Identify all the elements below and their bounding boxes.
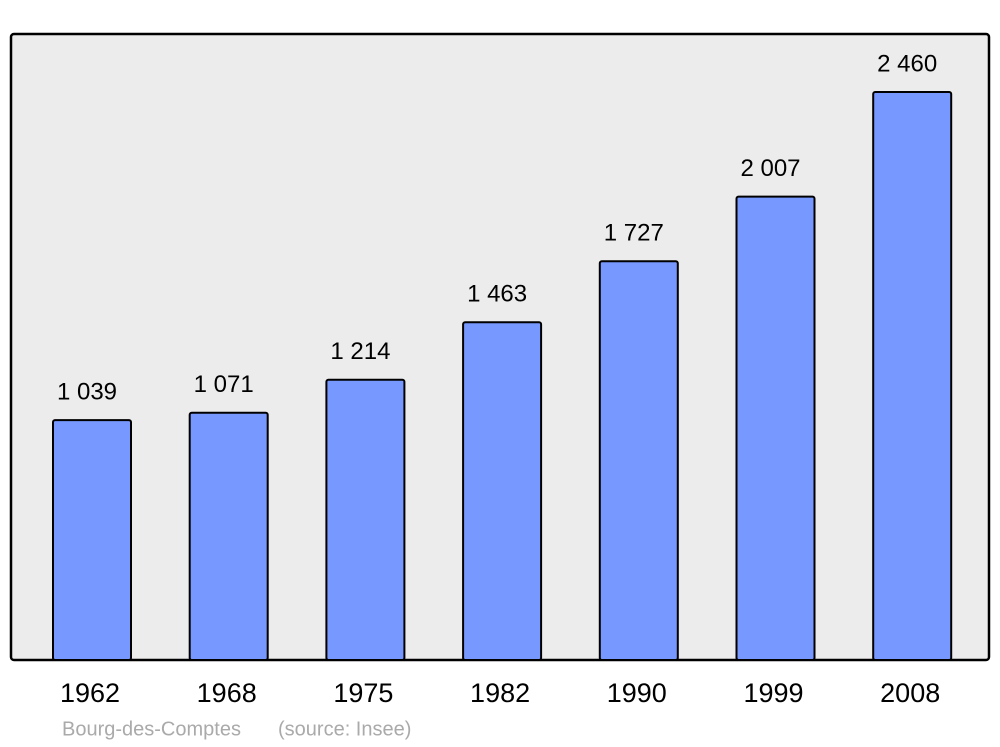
value-label: 1 071 xyxy=(194,371,254,398)
bar xyxy=(325,378,406,661)
x-tick-label: 1975 xyxy=(333,678,393,708)
value-label: 1 214 xyxy=(330,338,390,365)
x-tick-label: 1990 xyxy=(607,678,667,708)
bar xyxy=(52,419,132,661)
x-tick-label: 1962 xyxy=(60,678,120,708)
bar xyxy=(735,195,816,661)
source: (source: Insee) xyxy=(278,718,411,740)
bar xyxy=(188,411,269,661)
x-tick-label: 1999 xyxy=(743,678,803,708)
value-label: 1 039 xyxy=(57,378,117,405)
x-tick-label: 2008 xyxy=(880,678,940,708)
value-label: 2 007 xyxy=(740,155,800,182)
value-label: 1 727 xyxy=(604,220,664,247)
bar xyxy=(598,260,679,661)
value-label: 1 463 xyxy=(467,281,527,308)
bar xyxy=(462,321,543,661)
value-label: 2 460 xyxy=(877,50,937,77)
x-tick-label: 1982 xyxy=(470,678,530,708)
caption: Bourg-des-Comptes xyxy=(62,718,241,740)
bar xyxy=(872,91,953,661)
x-tick-label: 1968 xyxy=(197,678,257,708)
